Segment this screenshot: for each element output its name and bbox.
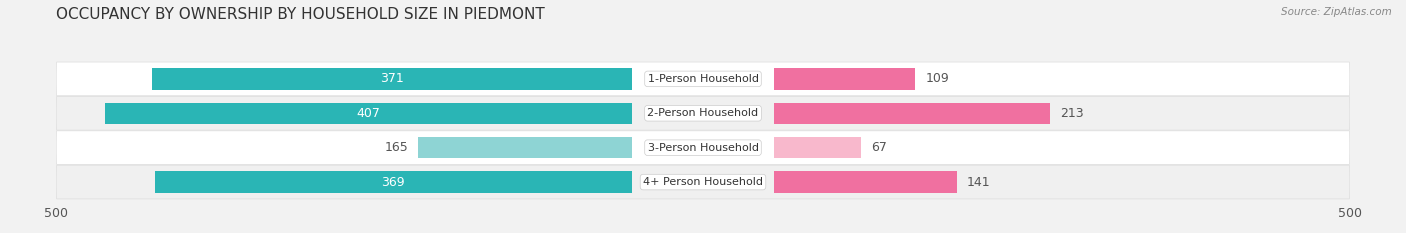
FancyBboxPatch shape <box>56 96 1350 130</box>
Bar <box>155 171 631 193</box>
Bar <box>775 103 1050 124</box>
Bar <box>152 68 631 89</box>
FancyBboxPatch shape <box>56 165 1350 199</box>
Text: Source: ZipAtlas.com: Source: ZipAtlas.com <box>1281 7 1392 17</box>
Text: 371: 371 <box>380 72 404 85</box>
Text: OCCUPANCY BY OWNERSHIP BY HOUSEHOLD SIZE IN PIEDMONT: OCCUPANCY BY OWNERSHIP BY HOUSEHOLD SIZE… <box>56 7 546 22</box>
Bar <box>775 171 956 193</box>
Text: 141: 141 <box>967 176 990 188</box>
Text: 1-Person Household: 1-Person Household <box>648 74 758 84</box>
Bar <box>419 137 631 158</box>
Text: 2-Person Household: 2-Person Household <box>647 108 759 118</box>
Text: 369: 369 <box>381 176 405 188</box>
Bar <box>105 103 631 124</box>
Text: 407: 407 <box>357 107 381 120</box>
Text: 109: 109 <box>925 72 949 85</box>
Bar <box>775 137 860 158</box>
Text: 213: 213 <box>1060 107 1084 120</box>
FancyBboxPatch shape <box>56 62 1350 96</box>
Text: 4+ Person Household: 4+ Person Household <box>643 177 763 187</box>
Text: 165: 165 <box>384 141 408 154</box>
Text: 3-Person Household: 3-Person Household <box>648 143 758 153</box>
Bar <box>775 68 915 89</box>
FancyBboxPatch shape <box>56 131 1350 164</box>
Text: 67: 67 <box>872 141 887 154</box>
